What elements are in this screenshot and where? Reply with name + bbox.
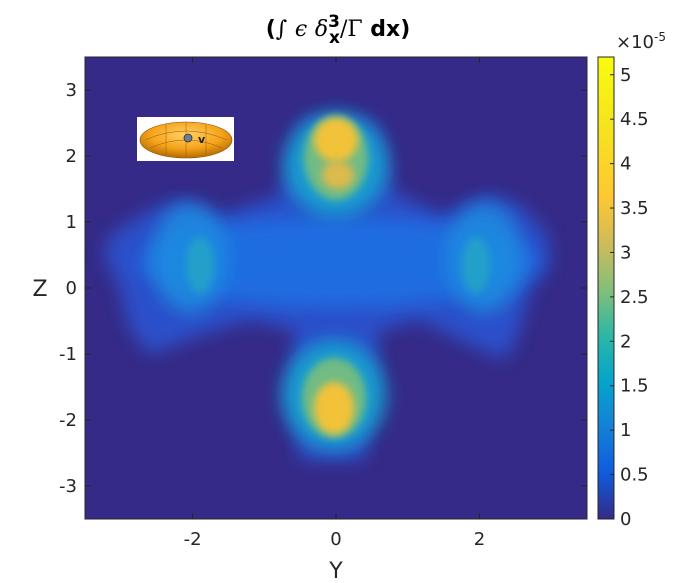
x-tick-label: -2	[184, 529, 202, 550]
colorbar-tick-label: 2	[620, 331, 631, 352]
colorbar-tick-label: 5	[620, 65, 631, 86]
colorbar-tick-label: 3.5	[620, 198, 649, 219]
y-axis-label: Z	[32, 277, 47, 302]
heatmap-left-core	[186, 237, 214, 293]
heatmap-right-core	[462, 237, 490, 293]
y-tick-label: -1	[59, 344, 77, 365]
heatmap-field	[104, 113, 550, 460]
colorbar-tick-label: 2.5	[620, 287, 649, 308]
colorbar-tick-label: 0	[620, 509, 631, 530]
torus-icon: v	[137, 117, 234, 161]
y-tick-label: 1	[66, 212, 77, 233]
heatmap-top-core2	[322, 161, 354, 189]
y-tick-label: -3	[59, 476, 77, 497]
y-axis-ticks: -3 -2 -1 0 1 2 3	[59, 80, 587, 497]
y-tick-label: -2	[59, 410, 77, 431]
colorbar-tick-label: 0.5	[620, 465, 649, 486]
colorbar-tick-label: 3	[620, 242, 631, 263]
x-tick-label: 2	[474, 529, 485, 550]
y-tick-label: 2	[66, 146, 77, 167]
heatmap-band	[138, 217, 538, 307]
y-tick-label: 0	[66, 278, 77, 299]
colorbar-gradient	[597, 56, 615, 520]
plot-area: v	[84, 56, 588, 520]
colorbar-multiplier: ×10-5	[616, 30, 666, 53]
heatmap-bottom-core	[314, 382, 354, 434]
colorbar: 0 0.5 1 1.5 2 2.5 3 3.5 4 4.5 5 ×10-5	[597, 30, 666, 530]
y-tick-label: 3	[66, 80, 77, 101]
x-axis-ticks: -2 0 2	[184, 57, 485, 550]
colorbar-tick-label: 4.5	[620, 109, 649, 130]
colorbar-tick-label: 4	[620, 154, 631, 175]
inset-label: v	[198, 133, 206, 146]
colorbar-ticks: 0 0.5 1 1.5 2 2.5 3 3.5 4 4.5 5	[610, 65, 649, 530]
heatmap-top-core	[314, 118, 358, 162]
chart-title: (∫ ϵ δ3 x/Γ dx)	[266, 12, 411, 48]
x-tick-label: 0	[330, 529, 341, 550]
colorbar-tick-label: 1	[620, 420, 631, 441]
x-axis-label: Y	[328, 559, 343, 583]
colorbar-tick-label: 1.5	[620, 376, 649, 397]
